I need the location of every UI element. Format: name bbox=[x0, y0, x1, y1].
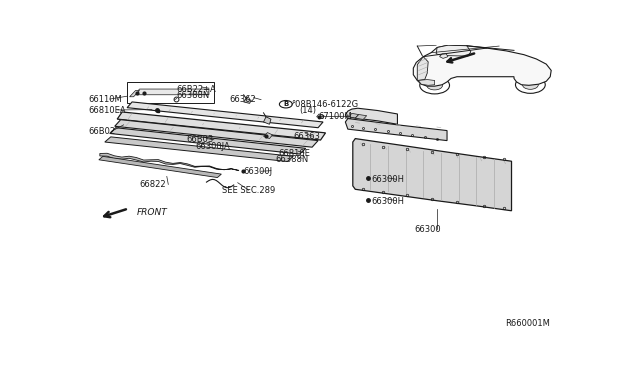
Polygon shape bbox=[134, 89, 209, 95]
Polygon shape bbox=[355, 115, 367, 119]
Polygon shape bbox=[127, 102, 323, 128]
Polygon shape bbox=[346, 108, 397, 124]
Text: R660001M: R660001M bbox=[506, 320, 550, 328]
Text: 66300J: 66300J bbox=[244, 167, 273, 176]
Polygon shape bbox=[264, 117, 271, 124]
Text: 66300H: 66300H bbox=[371, 197, 404, 206]
Polygon shape bbox=[440, 54, 448, 58]
Polygon shape bbox=[105, 137, 293, 161]
Polygon shape bbox=[317, 114, 324, 119]
Polygon shape bbox=[346, 119, 447, 141]
Polygon shape bbox=[117, 112, 326, 140]
Polygon shape bbox=[349, 113, 359, 118]
Text: 66388N: 66388N bbox=[177, 91, 210, 100]
Polygon shape bbox=[436, 45, 471, 56]
Polygon shape bbox=[99, 156, 221, 177]
Text: 66822: 66822 bbox=[140, 180, 166, 189]
Polygon shape bbox=[353, 139, 511, 211]
Polygon shape bbox=[419, 80, 435, 85]
Text: (14): (14) bbox=[300, 106, 317, 115]
Circle shape bbox=[427, 81, 443, 90]
Text: 66810EA: 66810EA bbox=[88, 106, 126, 115]
Polygon shape bbox=[264, 132, 273, 139]
Text: 66B22+A: 66B22+A bbox=[177, 84, 216, 93]
Polygon shape bbox=[110, 128, 306, 154]
Text: 66300H: 66300H bbox=[371, 175, 404, 184]
Circle shape bbox=[522, 80, 538, 89]
Text: SEE SEC.289: SEE SEC.289 bbox=[222, 186, 276, 195]
Text: 66388N: 66388N bbox=[275, 155, 308, 164]
Text: 66362: 66362 bbox=[230, 95, 257, 104]
Text: 66810E: 66810E bbox=[278, 149, 310, 158]
Polygon shape bbox=[100, 153, 239, 171]
Polygon shape bbox=[413, 45, 551, 86]
Polygon shape bbox=[129, 90, 140, 97]
Text: 66B02: 66B02 bbox=[88, 127, 116, 136]
Polygon shape bbox=[115, 120, 318, 147]
Text: 66300JA: 66300JA bbox=[195, 142, 230, 151]
Text: 66300: 66300 bbox=[415, 225, 442, 234]
Text: B: B bbox=[284, 101, 289, 107]
Text: °08B146-6122G: °08B146-6122G bbox=[291, 100, 358, 109]
Text: 66B03: 66B03 bbox=[187, 135, 214, 144]
Polygon shape bbox=[417, 57, 428, 80]
Text: 66363: 66363 bbox=[293, 132, 320, 141]
Text: FRONT: FRONT bbox=[137, 208, 168, 217]
Text: 66110M: 66110M bbox=[88, 94, 122, 103]
Polygon shape bbox=[244, 99, 251, 103]
Text: 67100M: 67100M bbox=[318, 112, 352, 121]
